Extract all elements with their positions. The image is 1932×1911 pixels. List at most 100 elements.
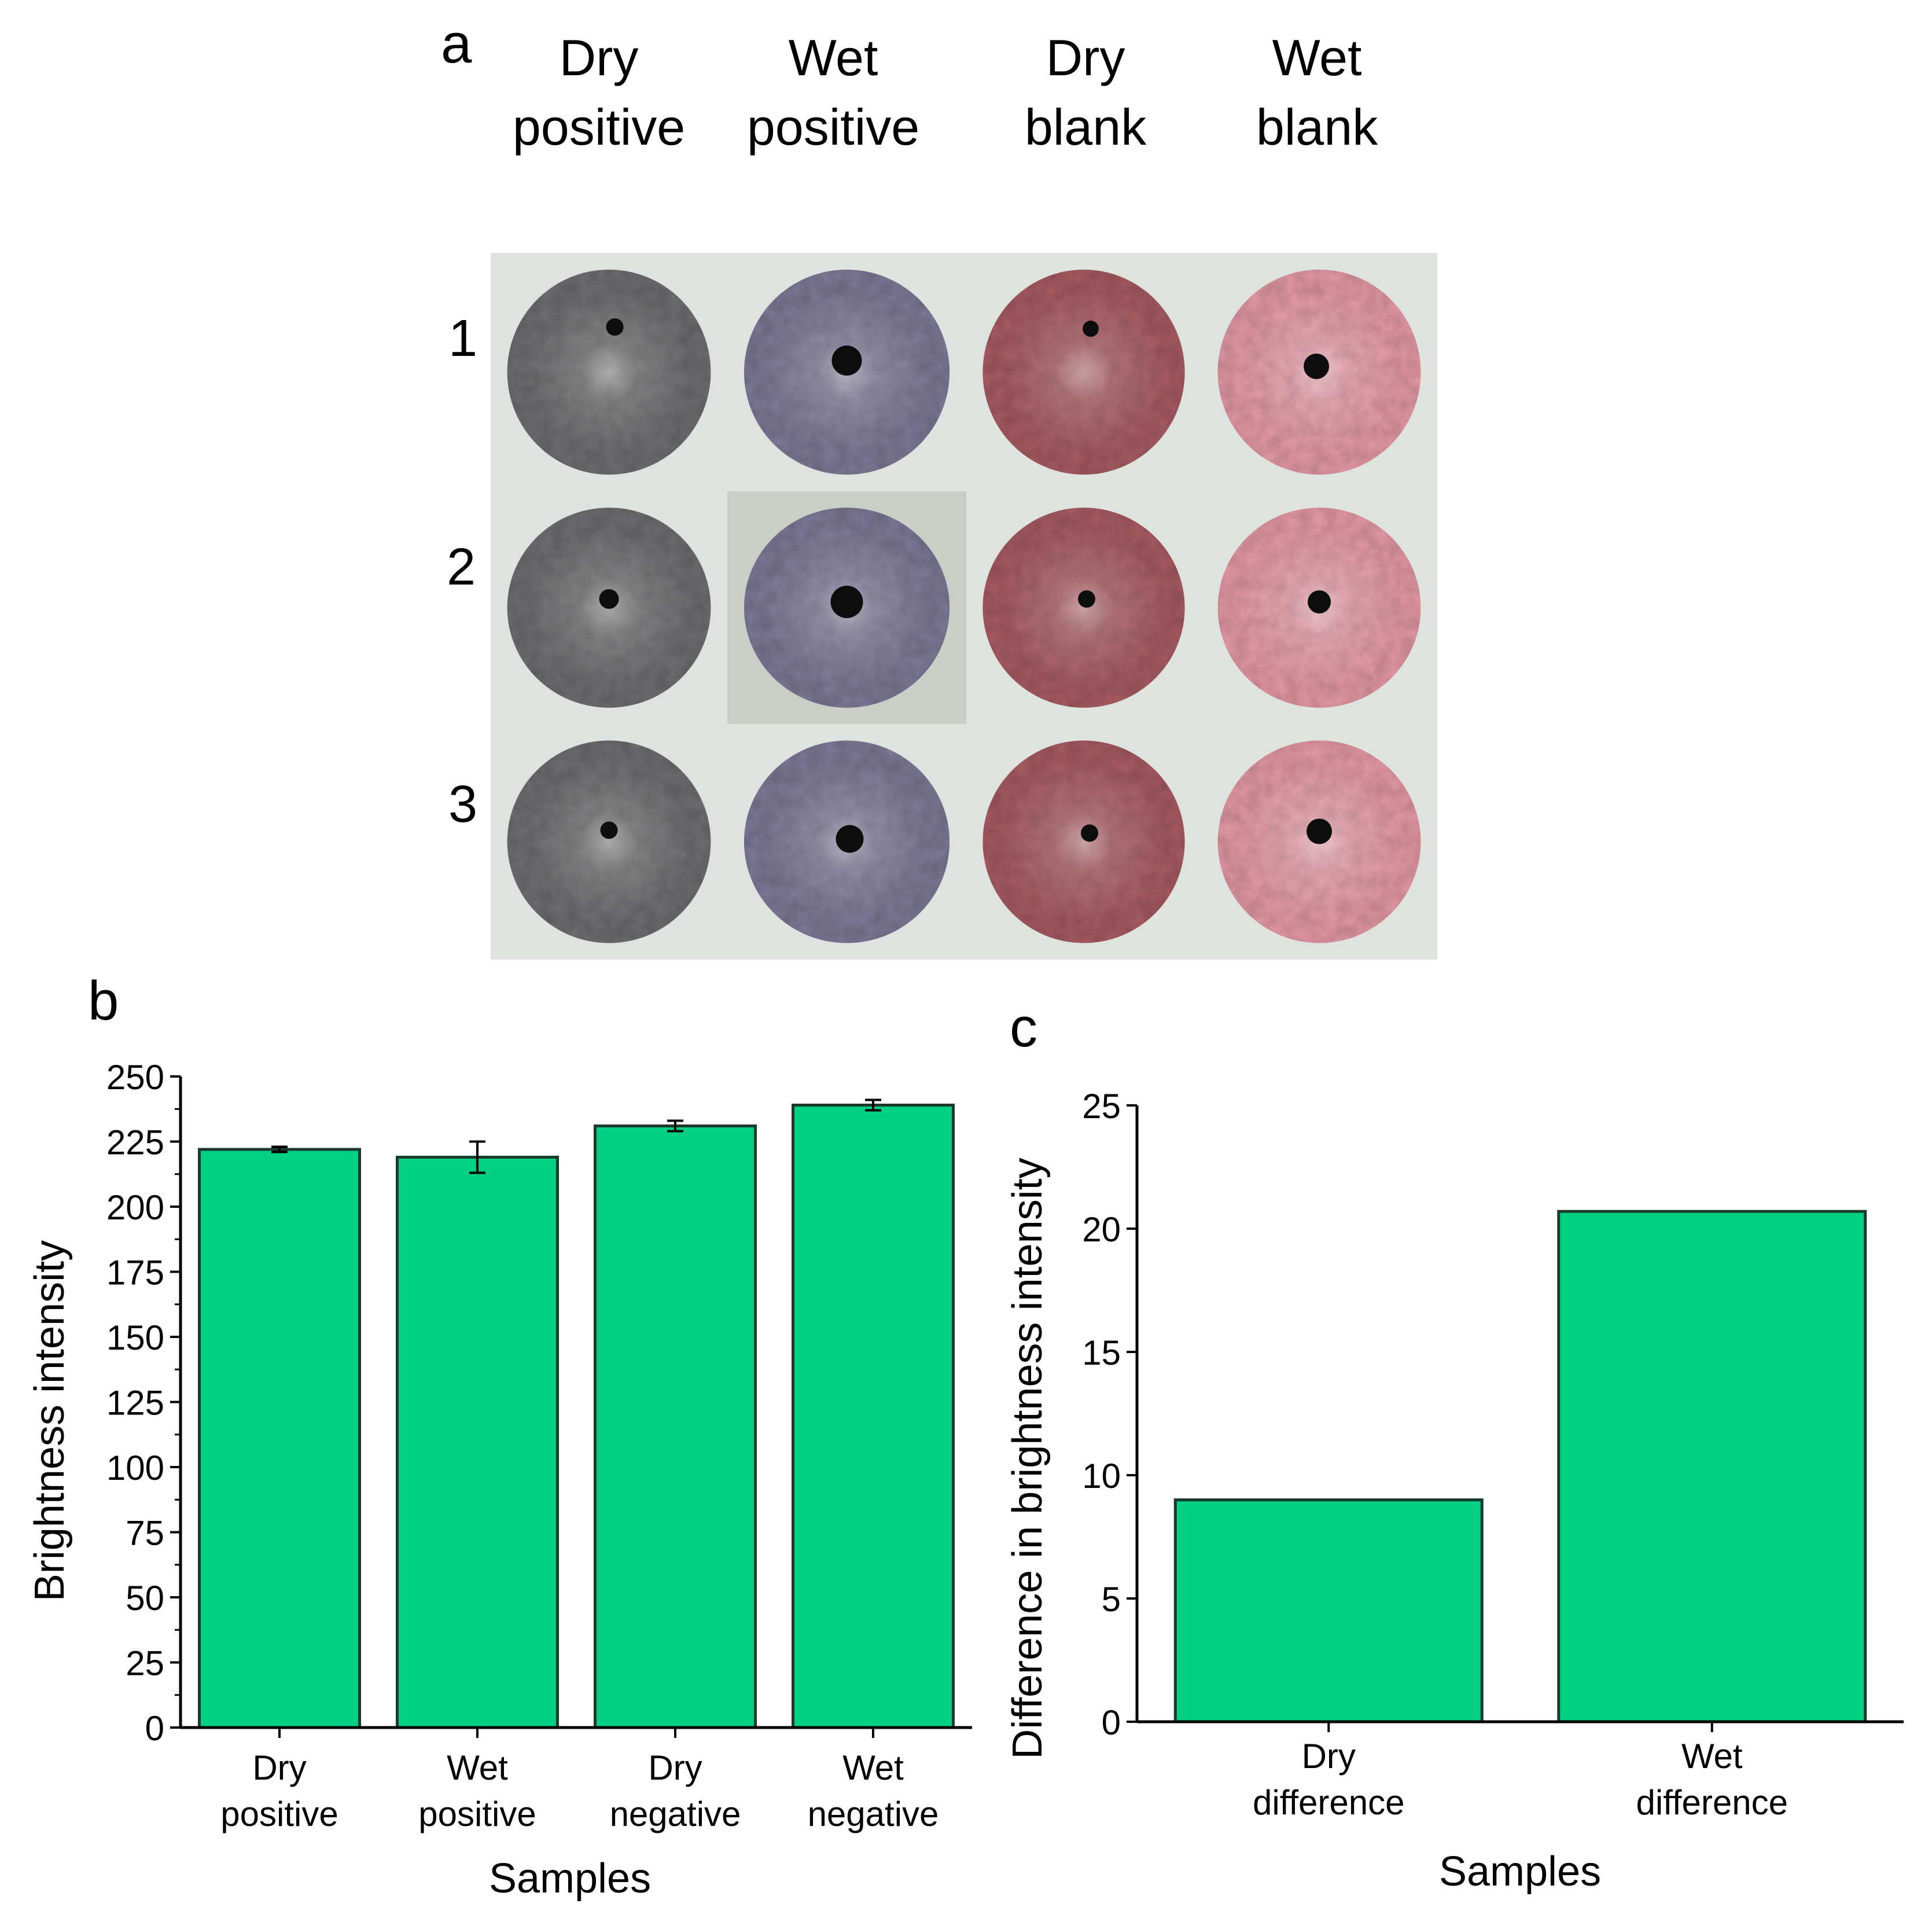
error-bar bbox=[469, 1140, 485, 1174]
chart-c-y-ticks: 0 5 10 15 20 25 bbox=[1082, 1087, 1137, 1742]
x-tick-label: Dry bbox=[1302, 1737, 1356, 1776]
chart-b-y-axis-title: Brightness intensity bbox=[27, 1240, 73, 1601]
column-headers: Dry positive Wet positive Dry blank Wet … bbox=[513, 29, 1378, 156]
row-label: 2 bbox=[447, 538, 476, 596]
y-tick-label: 200 bbox=[106, 1188, 164, 1227]
sample-photo bbox=[1201, 491, 1437, 724]
sample-photo bbox=[966, 253, 1201, 491]
bar bbox=[197, 1148, 362, 1729]
column-header-line2: positive bbox=[513, 98, 685, 156]
error-bar bbox=[865, 1098, 881, 1112]
x-tick-label: Wet bbox=[1681, 1737, 1743, 1776]
bar bbox=[395, 1156, 560, 1729]
chart-b-y-ticks: 0 25 50 75 100 125 150 175 200 225 250 bbox=[106, 1058, 181, 1748]
chart-c-y-axis-title: Difference in brightness intensity bbox=[1004, 1157, 1051, 1759]
x-tick-label: positive bbox=[418, 1795, 536, 1833]
y-tick-label: 25 bbox=[126, 1644, 164, 1683]
x-tick-label: Wet bbox=[842, 1748, 904, 1787]
y-tick-label: 150 bbox=[106, 1318, 164, 1357]
column-header-line2: blank bbox=[1256, 98, 1378, 156]
y-tick-label: 50 bbox=[126, 1579, 164, 1618]
chart-c-axes bbox=[1135, 1105, 1904, 1723]
column-header-line1: Wet bbox=[1272, 29, 1362, 86]
y-tick-label: 175 bbox=[106, 1254, 164, 1292]
stain-center-glow bbox=[1003, 290, 1165, 454]
sample-photo bbox=[491, 724, 727, 960]
sample-photo bbox=[966, 724, 1201, 960]
y-tick-label: 10 bbox=[1082, 1457, 1121, 1495]
sample-photo bbox=[966, 491, 1201, 724]
sample-photo bbox=[727, 724, 966, 960]
bar bbox=[1557, 1210, 1867, 1723]
chart-b: b 0 25 50 75 100 125 150 175 200 225 250 Dry positi… bbox=[27, 970, 972, 1902]
y-tick-label: 15 bbox=[1082, 1333, 1121, 1372]
y-tick-label: 225 bbox=[106, 1123, 164, 1162]
center-spot bbox=[1078, 590, 1095, 608]
center-spot bbox=[830, 586, 863, 618]
center-spot bbox=[600, 821, 618, 839]
photo-grid bbox=[491, 253, 1437, 960]
column-header-line1: Dry bbox=[1046, 29, 1125, 86]
sample-photo bbox=[1201, 253, 1437, 491]
column-header-line1: Dry bbox=[560, 29, 639, 86]
stain-center-glow bbox=[1003, 527, 1165, 688]
column-header-line2: blank bbox=[1025, 98, 1147, 156]
x-tick-label: difference bbox=[1253, 1783, 1404, 1822]
error-bar bbox=[667, 1119, 683, 1133]
x-tick-label: Wet bbox=[447, 1748, 508, 1787]
sample-photo bbox=[727, 253, 966, 491]
panel-a-label: a bbox=[441, 13, 472, 75]
panel-a: a Dry positive Wet positive Dry blank We… bbox=[441, 13, 1437, 960]
y-tick-label: 20 bbox=[1082, 1210, 1121, 1249]
center-spot bbox=[1307, 818, 1332, 844]
row-label: 3 bbox=[448, 776, 477, 833]
x-tick-label: Dry bbox=[252, 1748, 306, 1787]
stain-center-glow bbox=[527, 760, 691, 923]
row-labels: 1 2 3 bbox=[447, 310, 477, 833]
y-tick-label: 5 bbox=[1102, 1580, 1121, 1619]
sample-photo bbox=[727, 491, 966, 724]
center-spot bbox=[606, 318, 624, 336]
column-header-line2: positive bbox=[747, 98, 919, 156]
bar bbox=[593, 1124, 757, 1729]
x-tick-label: positive bbox=[220, 1795, 338, 1833]
row-label: 1 bbox=[448, 310, 477, 368]
stain-center-glow bbox=[1003, 760, 1165, 923]
center-spot bbox=[1083, 321, 1099, 337]
chart-b-x-axis-title: Samples bbox=[489, 1855, 651, 1902]
chart-c-bars bbox=[1173, 1210, 1867, 1723]
column-header-line1: Wet bbox=[789, 29, 878, 86]
y-tick-label: 0 bbox=[1102, 1703, 1121, 1742]
center-spot bbox=[1304, 354, 1329, 379]
center-spot bbox=[836, 825, 864, 853]
y-tick-label: 0 bbox=[145, 1709, 164, 1748]
sample-photo bbox=[491, 491, 727, 724]
center-spot bbox=[1308, 590, 1331, 613]
center-spot bbox=[599, 589, 619, 609]
y-tick-label: 100 bbox=[106, 1449, 164, 1487]
center-spot bbox=[1081, 824, 1098, 842]
x-tick-label: negative bbox=[610, 1795, 741, 1833]
y-tick-label: 25 bbox=[1082, 1087, 1121, 1126]
chart-c-x-tick-labels: Dry difference Wet difference bbox=[1253, 1722, 1788, 1822]
panel-b-label: b bbox=[88, 970, 119, 1032]
error-bar bbox=[271, 1145, 288, 1153]
bar bbox=[1173, 1498, 1484, 1723]
chart-b-bars bbox=[197, 1104, 955, 1729]
x-tick-label: difference bbox=[1636, 1783, 1788, 1822]
center-spot bbox=[831, 346, 862, 376]
y-tick-label: 125 bbox=[106, 1384, 164, 1423]
sample-photo bbox=[1201, 724, 1437, 960]
chart-b-error-bars bbox=[271, 1098, 881, 1174]
chart-b-x-tick-labels: Dry positive Wet positive Dry negative Wet nega… bbox=[220, 1728, 939, 1833]
sample-photo bbox=[491, 253, 727, 491]
y-tick-label: 250 bbox=[106, 1058, 164, 1097]
panel-c-label: c bbox=[1010, 997, 1037, 1059]
stain-center-glow bbox=[527, 290, 691, 454]
chart-c-x-axis-title: Samples bbox=[1439, 1848, 1601, 1895]
x-tick-label: Dry bbox=[648, 1748, 702, 1787]
bar bbox=[791, 1104, 955, 1729]
x-tick-label: negative bbox=[808, 1795, 939, 1833]
